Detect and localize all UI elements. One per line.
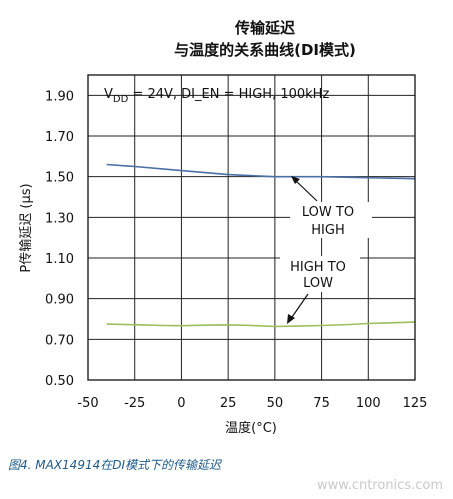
conditions-label: VDD = 24V, DI_EN = HIGH, 100kHz [104,87,329,105]
watermark: www.cntronics.com [316,478,443,493]
chart: 传输延迟 与温度的关系曲线(DI模式) 0.50 0.70 0.90 1.10 1.30… [18,19,427,436]
chart-title-line1: 传输延迟 [234,19,295,37]
series-label-high-to-low-1: HIGH TO [290,260,346,275]
series-line-1 [106,321,416,328]
series-label-low-to-high-2: HIGH [311,223,344,238]
series-line-0 [106,163,416,180]
x-tick-labels: -50 -25 0 25 50 75 100 125 [77,396,427,411]
arrow-low-to-high [293,178,318,202]
y-tick-label: 1.10 [45,252,74,267]
x-tick-label: 25 [220,396,237,411]
x-tick-label: 100 [356,396,381,411]
x-tick-label: 75 [313,396,330,411]
label-bg-high-to-low [280,256,360,292]
arrowhead-low-to-high [291,176,300,184]
chart-title-line2: 与温度的关系曲线(DI模式) [174,41,356,59]
y-tick-label: 1.30 [45,211,74,226]
y-tick-label: 1.50 [45,171,74,186]
series-layer [106,163,416,328]
series-label-high-to-low-2: LOW [303,276,333,291]
y-tick-label: 0.50 [45,374,74,389]
y-tick-label: 1.90 [45,89,74,104]
arrowhead-high-to-low [287,314,295,324]
x-tick-label: 50 [267,396,284,411]
y-tick-label: 0.90 [45,293,74,308]
figure-caption: 图4. MAX14914在DI模式下的传输延迟 [8,458,222,472]
y-tick-labels: 0.50 0.70 0.90 1.10 1.30 1.50 1.70 1.90 [45,89,74,389]
arrow-high-to-low [289,293,309,321]
plot-frame [87,74,416,381]
x-tick-label: 0 [177,396,185,411]
series-label-low-to-high-1: LOW TO [302,205,354,220]
y-axis-title: P传输延迟 (μs) [18,183,34,272]
x-tick-label: -25 [124,396,145,411]
y-tick-label: 0.70 [45,333,74,348]
label-bg-low-to-high [290,202,372,238]
x-axis-title: 温度(°C) [225,420,277,436]
x-tick-label: 125 [403,396,428,411]
y-tick-label: 1.70 [45,130,74,145]
x-tick-label: -50 [77,396,98,411]
